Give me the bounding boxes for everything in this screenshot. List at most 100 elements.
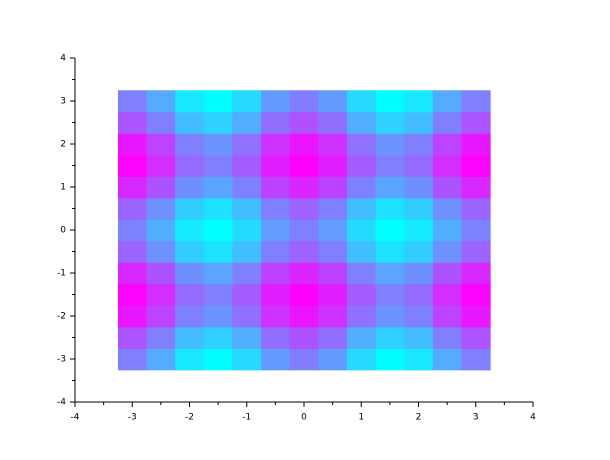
heat-cell — [117, 305, 148, 328]
heat-cell — [232, 176, 262, 199]
heat-cell — [117, 133, 148, 156]
heat-cell — [461, 219, 491, 242]
heat-cell — [432, 90, 463, 113]
heat-cell — [404, 283, 434, 306]
heat-cell — [232, 348, 262, 371]
heat-cell — [261, 154, 291, 177]
heat-cell — [375, 90, 405, 113]
heat-cell — [346, 283, 377, 306]
x-tick-label: 1 — [358, 413, 364, 423]
heat-cell — [404, 348, 434, 371]
heat-cell — [175, 154, 205, 177]
heat-cell — [261, 133, 291, 156]
heat-cell — [318, 348, 348, 371]
heat-cell — [289, 348, 319, 371]
y-tick-label: 4 — [60, 54, 66, 64]
heat-cell — [318, 90, 348, 113]
x-tick-label: -2 — [185, 413, 194, 423]
heat-cell — [117, 154, 148, 177]
heat-cell — [175, 90, 205, 113]
heat-cell — [375, 111, 405, 134]
heat-cell — [404, 133, 434, 156]
heat-cell — [432, 240, 463, 263]
heat-cell — [346, 111, 377, 134]
heat-cell — [461, 305, 491, 328]
heat-cell — [175, 111, 205, 134]
heat-cell — [146, 90, 176, 113]
heat-cell — [261, 197, 291, 220]
heat-cell — [318, 262, 348, 285]
y-tick-label: 0 — [60, 226, 66, 236]
heat-cell — [404, 154, 434, 177]
heat-cell — [404, 240, 434, 263]
heat-cell — [232, 240, 262, 263]
x-tick-label: 4 — [530, 413, 536, 423]
heat-cell — [203, 219, 234, 242]
heat-cell — [289, 133, 319, 156]
heat-cell — [261, 262, 291, 285]
heat-cell — [346, 262, 377, 285]
heat-cell — [318, 326, 348, 349]
x-tick-label: 0 — [301, 413, 307, 423]
heat-cell — [375, 283, 405, 306]
heat-cell — [404, 111, 434, 134]
heat-cell — [318, 154, 348, 177]
heat-cell — [375, 305, 405, 328]
heat-cell — [203, 348, 234, 371]
heat-cell — [175, 283, 205, 306]
heat-cell — [175, 133, 205, 156]
heat-cell — [203, 262, 234, 285]
heat-cell — [289, 240, 319, 263]
heat-cell — [261, 176, 291, 199]
heat-cell — [146, 197, 176, 220]
heat-cell — [318, 219, 348, 242]
heat-cell — [289, 305, 319, 328]
heat-cell — [261, 90, 291, 113]
heat-cell — [461, 176, 491, 199]
y-tick-label: -2 — [57, 312, 66, 322]
heat-cell — [203, 111, 234, 134]
x-tick-label: -1 — [242, 413, 251, 423]
heat-cell — [203, 90, 234, 113]
heat-cell — [461, 197, 491, 220]
heat-cell — [375, 197, 405, 220]
heat-cell — [232, 154, 262, 177]
heat-cell — [346, 219, 377, 242]
heat-cell — [375, 240, 405, 263]
heat-cell — [146, 283, 176, 306]
x-tick-label: -4 — [71, 413, 80, 423]
heat-cell — [432, 154, 463, 177]
heat-cell — [289, 262, 319, 285]
heat-cell — [203, 197, 234, 220]
heat-cell — [146, 219, 176, 242]
heat-cell — [289, 154, 319, 177]
heat-cell — [146, 305, 176, 328]
heat-cell — [289, 197, 319, 220]
heat-cell — [232, 283, 262, 306]
heat-cell — [175, 348, 205, 371]
heat-cell — [117, 90, 148, 113]
heat-cell — [461, 348, 491, 371]
heat-cell — [461, 154, 491, 177]
heat-cell — [375, 176, 405, 199]
heat-cell — [346, 176, 377, 199]
heat-cell — [346, 240, 377, 263]
x-tick-label: 3 — [473, 413, 479, 423]
heat-cell — [203, 283, 234, 306]
heat-cell — [117, 240, 148, 263]
heat-cell — [289, 111, 319, 134]
heat-cell — [261, 283, 291, 306]
heat-cell — [461, 111, 491, 134]
heat-cell — [404, 197, 434, 220]
heat-cell — [461, 240, 491, 263]
y-tick-label: 1 — [60, 183, 66, 193]
heat-cell — [146, 326, 176, 349]
heat-cell — [461, 133, 491, 156]
heat-cell — [432, 326, 463, 349]
heat-cell — [232, 326, 262, 349]
heat-cell — [404, 262, 434, 285]
heat-cell — [175, 240, 205, 263]
heat-cell — [289, 176, 319, 199]
heat-cell — [203, 133, 234, 156]
